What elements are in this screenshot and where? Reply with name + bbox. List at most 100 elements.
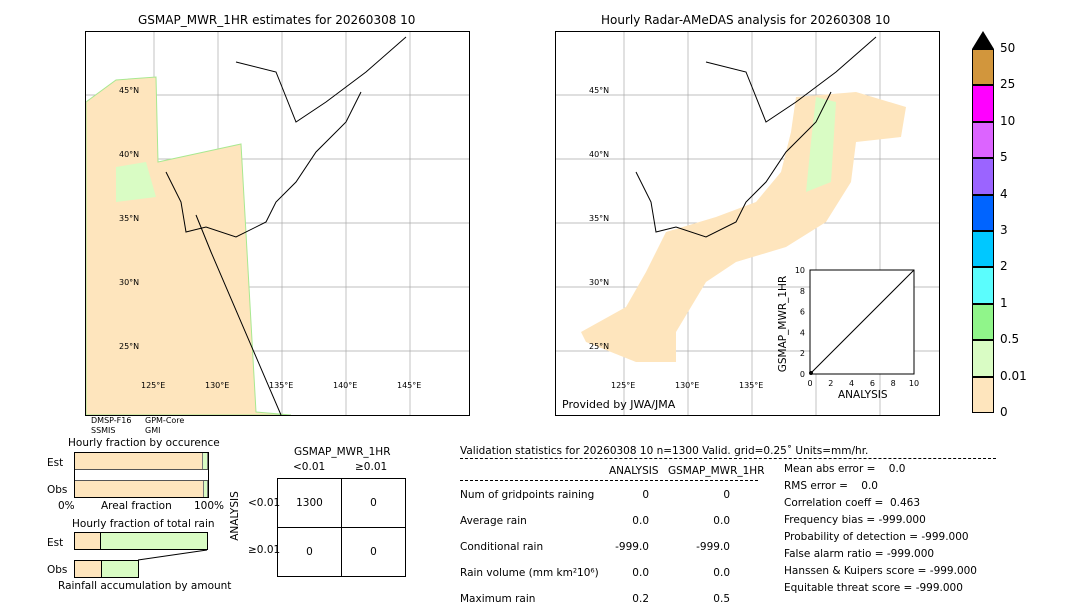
tick-label: 0 — [800, 370, 805, 379]
cell: 0 — [341, 527, 406, 577]
x-max: 100% — [194, 500, 225, 512]
light-rain-area — [116, 162, 156, 202]
colorbar-segment — [972, 49, 994, 86]
lon-label: 125°E — [611, 381, 636, 390]
colorbar-label: 50 — [1000, 41, 1016, 55]
cell: 1300 — [277, 478, 342, 528]
total-rain-title: Hourly fraction of total rain — [72, 518, 215, 530]
stat-gsmap: 0.0 — [713, 515, 730, 527]
stat-label: Rain volume (mm km²10⁶) — [460, 567, 599, 579]
lon-label: 140°E — [333, 381, 358, 390]
x-min: 0% — [58, 500, 75, 512]
right-map-title: Hourly Radar-AMeDAS analysis for 2026030… — [601, 13, 891, 27]
lat-label: 35°N — [589, 214, 610, 223]
row-est: Est — [47, 457, 64, 469]
colorbar-segment — [972, 121, 994, 159]
left-map — [85, 31, 470, 416]
score: Hanssen & Kuipers score = -999.000 — [784, 565, 977, 577]
row-title: ANALYSIS — [228, 491, 241, 541]
lat-label: 25°N — [119, 342, 140, 351]
tick-label: 10 — [795, 266, 805, 275]
col-gsmap: GSMAP_MWR_1HR — [668, 465, 765, 477]
rain-area-estimate — [86, 76, 292, 415]
tick-label: 4 — [849, 379, 854, 388]
total-rain-caption: Rainfall accumulation by amount — [58, 580, 232, 592]
fraction-bar — [203, 453, 208, 469]
light-rain-area — [806, 97, 836, 192]
sensor-instrument: SSMIS — [91, 426, 116, 435]
stat-analysis: 0.0 — [632, 567, 649, 579]
fraction-bar — [75, 481, 205, 497]
cell: 0 — [277, 527, 342, 577]
sensor-2: GPM-Core GMI — [145, 416, 184, 436]
tick-label: 2 — [828, 379, 833, 388]
col-header: ≥0.01 — [355, 461, 388, 473]
tick-label: 4 — [800, 328, 805, 337]
row-header: <0.01 — [248, 497, 281, 509]
colorbar-label: 10 — [1000, 113, 1016, 128]
stats-header: Validation statistics for 20260308 10 n=… — [460, 445, 869, 457]
tick-label: 2 — [800, 349, 805, 358]
row-obs: Obs — [47, 484, 68, 496]
lon-label: 130°E — [205, 381, 230, 390]
stat-label: Maximum rain — [460, 593, 536, 605]
tick-label: 8 — [800, 287, 805, 296]
stat-label: Num of gridpoints raining — [460, 489, 595, 501]
colorbar-label: 2 — [1000, 259, 1008, 274]
lon-label: 145°E — [397, 381, 422, 390]
lat-label: 45°N — [589, 86, 610, 95]
colorbar-segment — [972, 340, 994, 377]
colorbar-label: 4 — [1000, 186, 1008, 201]
stat-label: Conditional rain — [460, 541, 544, 553]
data-point — [809, 371, 813, 375]
row-est: Est — [47, 537, 64, 549]
stat-label: Average rain — [460, 515, 527, 527]
lat-label: 30°N — [119, 278, 140, 287]
stat-gsmap: 0.0 — [713, 567, 730, 579]
colorbar-segment — [972, 303, 994, 341]
lat-label: 40°N — [589, 150, 610, 159]
lon-label: 125°E — [141, 381, 166, 390]
sensor-instrument: GMI — [145, 426, 161, 435]
colorbar-label: 5 — [1000, 150, 1008, 165]
lat-label: 45°N — [119, 86, 140, 95]
stat-analysis: -999.0 — [615, 541, 649, 553]
stat-gsmap: 0.5 — [713, 593, 730, 605]
colorbar-segment — [972, 267, 994, 304]
total-rain-chart — [74, 532, 208, 578]
stat-analysis: 0.2 — [632, 593, 649, 605]
score: Probability of detection = -999.000 — [784, 531, 969, 543]
lat-label: 30°N — [589, 278, 610, 287]
divider — [460, 458, 996, 459]
stat-analysis: 0 — [642, 489, 649, 501]
sensor-name: GPM-Core — [145, 416, 185, 425]
tick-label: 6 — [800, 308, 805, 317]
divider — [460, 480, 758, 481]
inset-xlabel: ANALYSIS — [838, 389, 888, 401]
contingency-title: GSMAP_MWR_1HR — [294, 446, 391, 458]
colorbar-label: 0.5 — [1000, 332, 1020, 347]
coastline-japan — [635, 91, 832, 238]
fraction-bar — [75, 453, 204, 469]
satellite-swath-edge — [195, 214, 282, 415]
score: Mean abs error = 0.0 — [784, 463, 906, 475]
colorbar-segment — [972, 231, 994, 268]
cell: 0 — [341, 478, 406, 528]
colorbar-segment — [972, 85, 994, 122]
colorbar-label: 25 — [1000, 77, 1016, 92]
lon-label: 135°E — [269, 381, 294, 390]
score: Equitable threat score = -999.000 — [784, 582, 963, 594]
left-map-title: GSMAP_MWR_1HR estimates for 20260308 10 — [138, 13, 416, 27]
lat-label: 35°N — [119, 214, 140, 223]
est-bar — [75, 453, 208, 470]
coastline-asia — [705, 36, 877, 123]
coastline-japan — [165, 91, 362, 238]
score: Frequency bias = -999.000 — [784, 514, 926, 526]
tick-label: 8 — [891, 379, 896, 388]
colorbar-label: 1 — [1000, 295, 1008, 310]
tick-label: 0 — [807, 379, 812, 388]
x-label: Areal fraction — [101, 500, 172, 512]
coastline-asia — [235, 36, 407, 123]
